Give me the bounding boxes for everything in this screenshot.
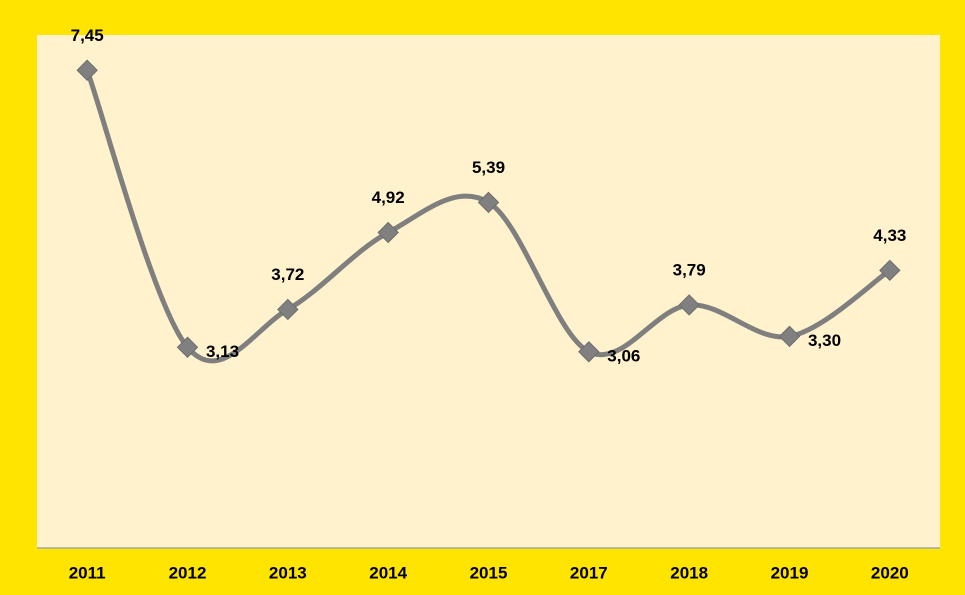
marker bbox=[678, 294, 700, 316]
x-tick-label: 2014 bbox=[369, 563, 407, 582]
x-tick-label: 2017 bbox=[570, 563, 608, 582]
marker bbox=[578, 341, 600, 363]
marker bbox=[377, 221, 399, 244]
data-label: 5,39 bbox=[472, 158, 505, 177]
data-label: 3,72 bbox=[271, 265, 304, 284]
x-tick-label: 2020 bbox=[871, 563, 909, 582]
marker bbox=[176, 336, 199, 358]
x-tick-label: 2012 bbox=[169, 563, 207, 582]
marker bbox=[76, 59, 98, 81]
data-label: 3,79 bbox=[673, 260, 706, 279]
data-label: 7,45 bbox=[71, 26, 104, 45]
marker bbox=[879, 259, 901, 282]
x-tick-label: 2019 bbox=[771, 563, 809, 582]
data-label: 3,13 bbox=[206, 342, 239, 361]
plot-area bbox=[37, 35, 940, 548]
x-tick-label: 2013 bbox=[269, 563, 307, 582]
marker bbox=[477, 191, 500, 214]
data-label: 3,30 bbox=[808, 331, 841, 350]
data-label: 3,06 bbox=[607, 346, 640, 365]
data-label: 4,92 bbox=[372, 188, 405, 207]
x-tick-label: 2011 bbox=[69, 563, 106, 582]
marker bbox=[778, 325, 801, 348]
data-label: 4,33 bbox=[873, 226, 906, 245]
x-tick-label: 2018 bbox=[670, 563, 708, 582]
x-tick-label: 2015 bbox=[470, 563, 508, 582]
marker bbox=[277, 298, 299, 321]
